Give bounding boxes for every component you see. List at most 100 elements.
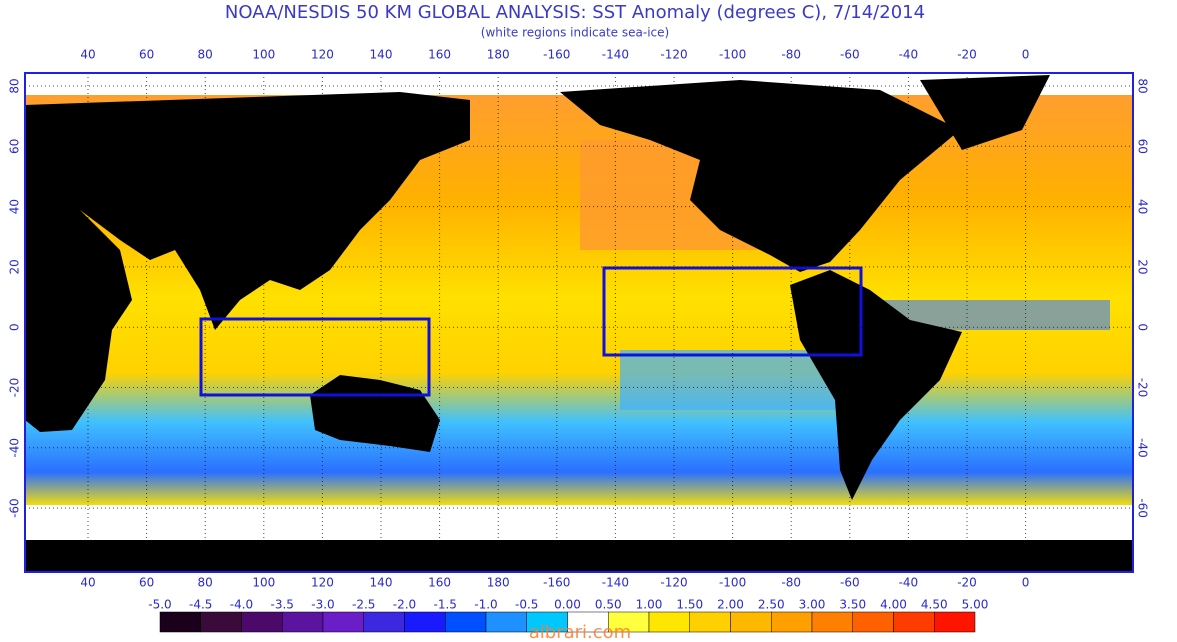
latitude-label-left: -60 <box>8 498 22 518</box>
legend-swatch <box>648 611 690 633</box>
legend-label: 4.50 <box>921 598 948 612</box>
map-frame <box>24 72 1134 573</box>
legend-label: -2.5 <box>352 598 375 612</box>
legend-label: 3.00 <box>799 598 826 612</box>
legend-label: 0.00 <box>554 598 581 612</box>
longitude-label-top: 40 <box>80 48 95 62</box>
longitude-label-bottom: -40 <box>899 576 919 590</box>
latitude-label-right: -60 <box>1136 498 1150 518</box>
latitude-label-left: 40 <box>8 199 22 214</box>
longitude-label-top: -20 <box>957 48 977 62</box>
legend-swatch <box>811 611 853 633</box>
longitude-label-bottom: 160 <box>428 576 451 590</box>
color-legend: -5.0 -4.5 -4.0 -3.5 -3.0 -2.5 -2.0 -1.5 -1.0 -0.5… <box>148 598 988 633</box>
longitude-label-bottom: -60 <box>840 576 860 590</box>
longitude-label-bottom: 180 <box>487 576 510 590</box>
antarctica <box>25 540 1133 572</box>
longitude-label-bottom: -140 <box>602 576 629 590</box>
africa <box>25 210 132 432</box>
legend-swatch <box>771 611 813 633</box>
axis-labels: 40 40 60 60 80 80 100 100 120 120 140 140 160 160 180 1… <box>8 48 1150 590</box>
longitude-label-top: 100 <box>252 48 275 62</box>
longitude-label-bottom: -120 <box>660 576 687 590</box>
longitude-label-top: -140 <box>602 48 629 62</box>
longitude-label-bottom: 40 <box>80 576 95 590</box>
legend-swatch <box>363 611 405 633</box>
longitude-label-top: 120 <box>311 48 334 62</box>
latitude-label-right: -40 <box>1136 438 1150 458</box>
north-america <box>560 80 960 272</box>
map-subtitle: (white regions indicate sea-ice) <box>481 26 669 40</box>
legend-swatch <box>893 611 935 633</box>
watermark: albrari.com <box>529 622 631 642</box>
legend-swatch <box>282 611 324 633</box>
longitude-label-top: 160 <box>428 48 451 62</box>
latitude-label-left: 60 <box>8 139 22 154</box>
longitude-label-top: -40 <box>899 48 919 62</box>
latitude-label-right: 80 <box>1136 78 1150 93</box>
legend-label: -1.5 <box>434 598 457 612</box>
legend-swatch <box>200 611 242 633</box>
longitude-label-top: 0 <box>1022 48 1030 62</box>
latitude-label-right: -20 <box>1136 378 1150 398</box>
longitude-label-top: -120 <box>660 48 687 62</box>
longitude-label-top: 140 <box>370 48 393 62</box>
legend-label: -0.5 <box>515 598 538 612</box>
legend-label: -1.0 <box>474 598 497 612</box>
longitude-label-top: -100 <box>719 48 746 62</box>
legend-swatch <box>404 611 446 633</box>
legend-swatch <box>159 611 201 633</box>
latitude-label-right: 40 <box>1136 199 1150 214</box>
longitude-label-bottom: -20 <box>957 576 977 590</box>
eurasia <box>25 92 470 330</box>
region-box <box>199 317 431 397</box>
legend-label: -3.5 <box>271 598 294 612</box>
region-box <box>602 266 863 357</box>
legend-swatch <box>241 611 283 633</box>
legend-label: -4.5 <box>189 598 212 612</box>
map-title: NOAA/NESDIS 50 KM GLOBAL ANALYSIS: SST A… <box>225 2 925 23</box>
greenland <box>920 75 1050 150</box>
longitude-label-bottom: 120 <box>311 576 334 590</box>
legend-label: 2.00 <box>717 598 744 612</box>
longitude-label-top: 60 <box>139 48 154 62</box>
latitude-label-left: 80 <box>8 78 22 93</box>
longitude-label-bottom: 80 <box>198 576 213 590</box>
latitude-label-right: 0 <box>1136 323 1150 331</box>
legend-label: 0.50 <box>595 598 622 612</box>
legend-label: 3.50 <box>839 598 866 612</box>
legend-label: -2.0 <box>393 598 416 612</box>
legend-label: 4.00 <box>880 598 907 612</box>
longitude-label-bottom: 60 <box>139 576 154 590</box>
legend-label: 1.00 <box>636 598 663 612</box>
longitude-label-top: -160 <box>543 48 570 62</box>
legend-label: -4.0 <box>230 598 253 612</box>
legend-label: 5.00 <box>962 598 989 612</box>
longitude-label-top: -80 <box>781 48 801 62</box>
latitude-label-left: 20 <box>8 259 22 274</box>
legend-label: 1.50 <box>676 598 703 612</box>
latitude-label-left: -20 <box>8 378 22 398</box>
legend-label: -5.0 <box>148 598 171 612</box>
legend-label: 2.50 <box>758 598 785 612</box>
longitude-label-top: -60 <box>840 48 860 62</box>
legend-swatch <box>730 611 772 633</box>
longitude-label-bottom: 140 <box>370 576 393 590</box>
legend-swatch <box>934 611 976 633</box>
legend-swatch <box>689 611 731 633</box>
latitude-label-right: 20 <box>1136 259 1150 274</box>
graticule <box>25 73 1133 572</box>
longitude-label-bottom: 0 <box>1022 576 1030 590</box>
legend-swatch <box>485 611 527 633</box>
longitude-label-bottom: -160 <box>543 576 570 590</box>
map-area <box>24 72 1134 573</box>
latitude-label-left: -40 <box>8 438 22 458</box>
latitude-label-left: 0 <box>8 323 22 331</box>
legend-swatch <box>322 611 364 633</box>
legend-swatch <box>445 611 487 633</box>
longitude-label-top: 180 <box>487 48 510 62</box>
longitude-label-bottom: -100 <box>719 576 746 590</box>
longitude-label-bottom: 100 <box>252 576 275 590</box>
longitude-label-top: 80 <box>198 48 213 62</box>
